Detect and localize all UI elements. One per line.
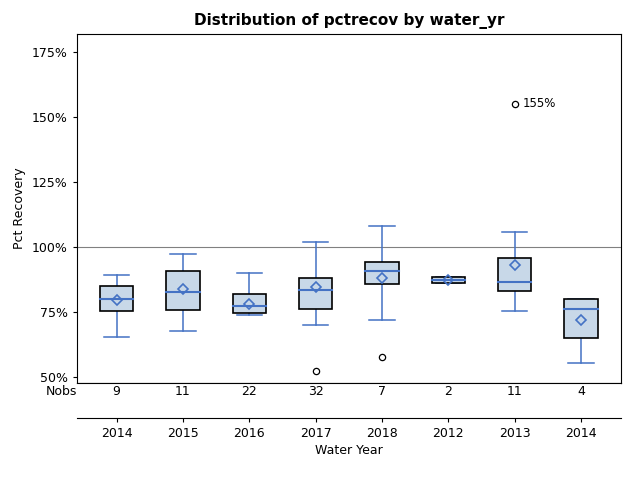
Text: 2: 2 xyxy=(444,385,452,398)
Bar xyxy=(166,271,200,310)
Text: 9: 9 xyxy=(113,385,120,398)
Bar xyxy=(100,286,133,311)
Text: 7: 7 xyxy=(378,385,386,398)
Bar xyxy=(365,263,399,284)
Text: Nobs: Nobs xyxy=(45,385,77,398)
Text: 11: 11 xyxy=(507,385,522,398)
Title: Distribution of pctrecov by water_yr: Distribution of pctrecov by water_yr xyxy=(193,13,504,29)
Y-axis label: Pct Recovery: Pct Recovery xyxy=(13,168,26,249)
Bar xyxy=(432,277,465,283)
Text: 22: 22 xyxy=(241,385,257,398)
Text: 4: 4 xyxy=(577,385,585,398)
Bar xyxy=(299,278,332,309)
Bar xyxy=(233,294,266,313)
Bar xyxy=(498,258,531,291)
Bar xyxy=(564,299,598,338)
Text: 32: 32 xyxy=(308,385,323,398)
Text: 11: 11 xyxy=(175,385,191,398)
Text: 155%: 155% xyxy=(523,97,556,110)
X-axis label: Water Year: Water Year xyxy=(315,444,383,457)
